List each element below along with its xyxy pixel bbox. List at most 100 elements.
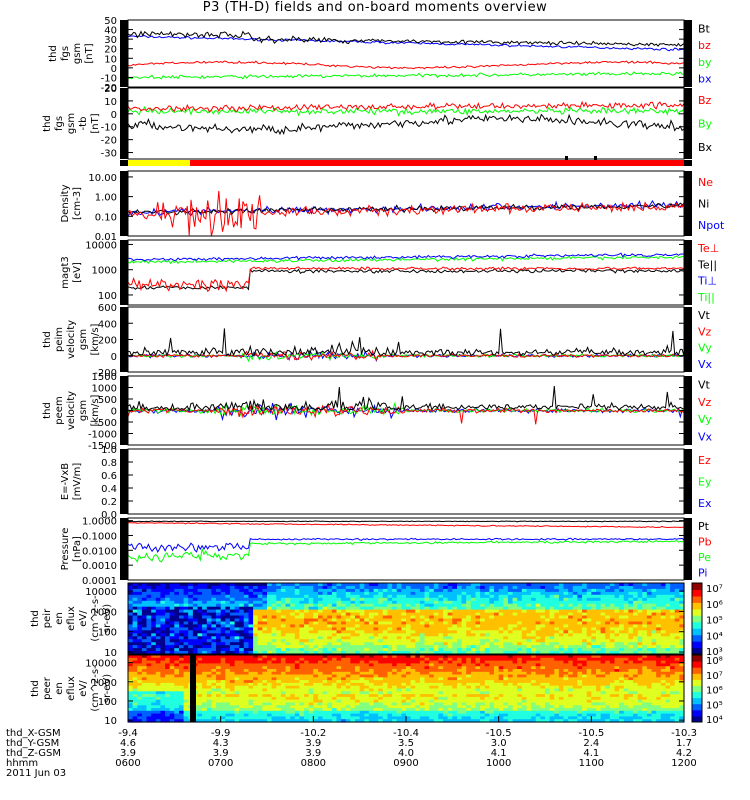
peir-eflux-cell <box>169 591 175 596</box>
peir-eflux-cell <box>526 627 532 631</box>
peer-eflux-cell <box>206 710 212 715</box>
peir-eflux-cell <box>299 630 305 634</box>
peer-eflux-cell <box>387 660 393 664</box>
peer-eflux-cell <box>262 699 268 704</box>
peir-eflux-cell <box>619 594 625 599</box>
peer-eflux-cell <box>341 663 347 667</box>
peer-eflux-cell <box>179 699 185 704</box>
peer-eflux-cell <box>262 708 268 712</box>
peir-eflux-cell <box>609 591 616 596</box>
peer-eflux-cell <box>169 669 175 673</box>
peir-eflux-cell <box>605 586 611 590</box>
peer-eflux-cell <box>304 705 310 709</box>
peir-eflux-cell <box>443 612 449 617</box>
peir-eflux-cell <box>512 591 518 596</box>
peer-eflux-cell <box>424 660 430 664</box>
peer-eflux-cell <box>294 671 300 676</box>
peir-eflux-cell <box>470 612 477 617</box>
peir-eflux-cell <box>558 645 565 649</box>
temperature-series <box>127 255 684 265</box>
peer-eflux-cell <box>470 708 477 712</box>
peir-eflux-cell <box>294 600 300 605</box>
peer-eflux-cell <box>313 680 319 684</box>
peer-eflux-cell <box>179 694 185 698</box>
peer-eflux-cell <box>429 674 435 678</box>
peer-eflux-cell <box>443 685 449 690</box>
peer-eflux-cell <box>318 708 324 712</box>
peer-eflux-cell <box>211 694 217 698</box>
peer-eflux-cell <box>267 708 273 712</box>
peir-eflux-cell <box>619 600 625 605</box>
peir-eflux-cell <box>387 586 393 590</box>
peer-eflux-cell <box>387 682 393 687</box>
peir-eflux-cell <box>623 621 629 626</box>
peer-eflux-cell <box>234 671 240 676</box>
peir-eflux-cell <box>679 600 685 605</box>
peir-eflux-cell <box>406 627 412 631</box>
peer-eflux-cell <box>392 710 398 715</box>
peir-eflux-cell <box>350 583 356 587</box>
peir-eflux-cell <box>475 594 481 599</box>
peir-eflux-cell <box>526 651 532 655</box>
peir-eflux-cell <box>132 645 138 649</box>
peer-eflux-cell <box>401 682 407 687</box>
peer-eflux-cell <box>359 677 365 681</box>
peer-eflux-cell <box>392 671 398 676</box>
peir-eflux-cell <box>512 651 518 655</box>
peir-eflux-cell <box>498 609 504 614</box>
peer-eflux-cell <box>294 663 300 667</box>
peir-eflux-cell <box>341 583 347 587</box>
peir-eflux-cell <box>572 609 578 614</box>
peir-eflux-cell <box>549 621 555 626</box>
peir-eflux-cell <box>470 597 477 602</box>
peer-eflux-cell <box>424 682 430 687</box>
peer-eflux-cell <box>443 680 449 684</box>
peir-eflux-cell <box>540 639 546 643</box>
peer-eflux-cell <box>211 691 217 695</box>
peir-eflux-cell <box>549 651 555 655</box>
peir-eflux-cell <box>341 639 347 643</box>
peir-eflux-cell <box>165 621 171 626</box>
peir-eflux-cell <box>470 609 477 614</box>
fgs-components-series <box>127 113 685 136</box>
peir-eflux-cell <box>461 624 467 628</box>
peir-eflux-cell <box>535 603 541 608</box>
peir-eflux-cell <box>535 633 541 637</box>
peer-eflux-cell <box>225 705 231 709</box>
peir-eflux-cell <box>165 618 171 623</box>
peir-eflux-cell <box>466 651 472 655</box>
peir-eflux-cell <box>531 645 537 649</box>
peer-eflux-cell <box>248 671 254 676</box>
peer-eflux-cell <box>447 688 453 692</box>
peir-eflux-cell <box>424 603 430 608</box>
peir-eflux-cell <box>457 583 463 587</box>
peir-eflux-cell <box>308 639 314 643</box>
peir-eflux-cell <box>401 603 407 608</box>
e-field-ytick-label: 0.2 <box>101 497 117 508</box>
peir-eflux-cell <box>656 603 662 608</box>
peir-eflux-cell <box>466 603 472 608</box>
peir-eflux-cell <box>276 624 282 628</box>
peir-eflux-cell <box>137 645 143 649</box>
fgs-components-series <box>127 100 685 114</box>
peer-eflux-cell <box>229 677 236 681</box>
peir-eflux-cell <box>433 636 439 640</box>
peir-eflux-cell <box>280 609 287 614</box>
peer-eflux-cell <box>202 696 208 701</box>
peer-eflux-cell <box>401 713 407 717</box>
peir-eflux-cell <box>628 624 634 628</box>
peer-eflux-cell <box>267 660 273 664</box>
peir-eflux-cell <box>466 612 472 617</box>
peir-eflux-cell <box>633 600 639 605</box>
peir-eflux-cell <box>146 642 152 646</box>
peir-eflux-cell <box>656 591 662 596</box>
peir-eflux-cell <box>665 624 671 628</box>
peer-eflux-cell <box>331 685 338 690</box>
peir-eflux-cell <box>457 642 463 646</box>
peir-eflux-cell <box>540 627 546 631</box>
peir-eflux-cell <box>609 612 616 617</box>
peir-eflux-cell <box>165 624 171 628</box>
peir-eflux-cell <box>225 645 231 649</box>
peer-eflux-cell <box>368 657 375 662</box>
peer-eflux-cell <box>174 699 180 704</box>
